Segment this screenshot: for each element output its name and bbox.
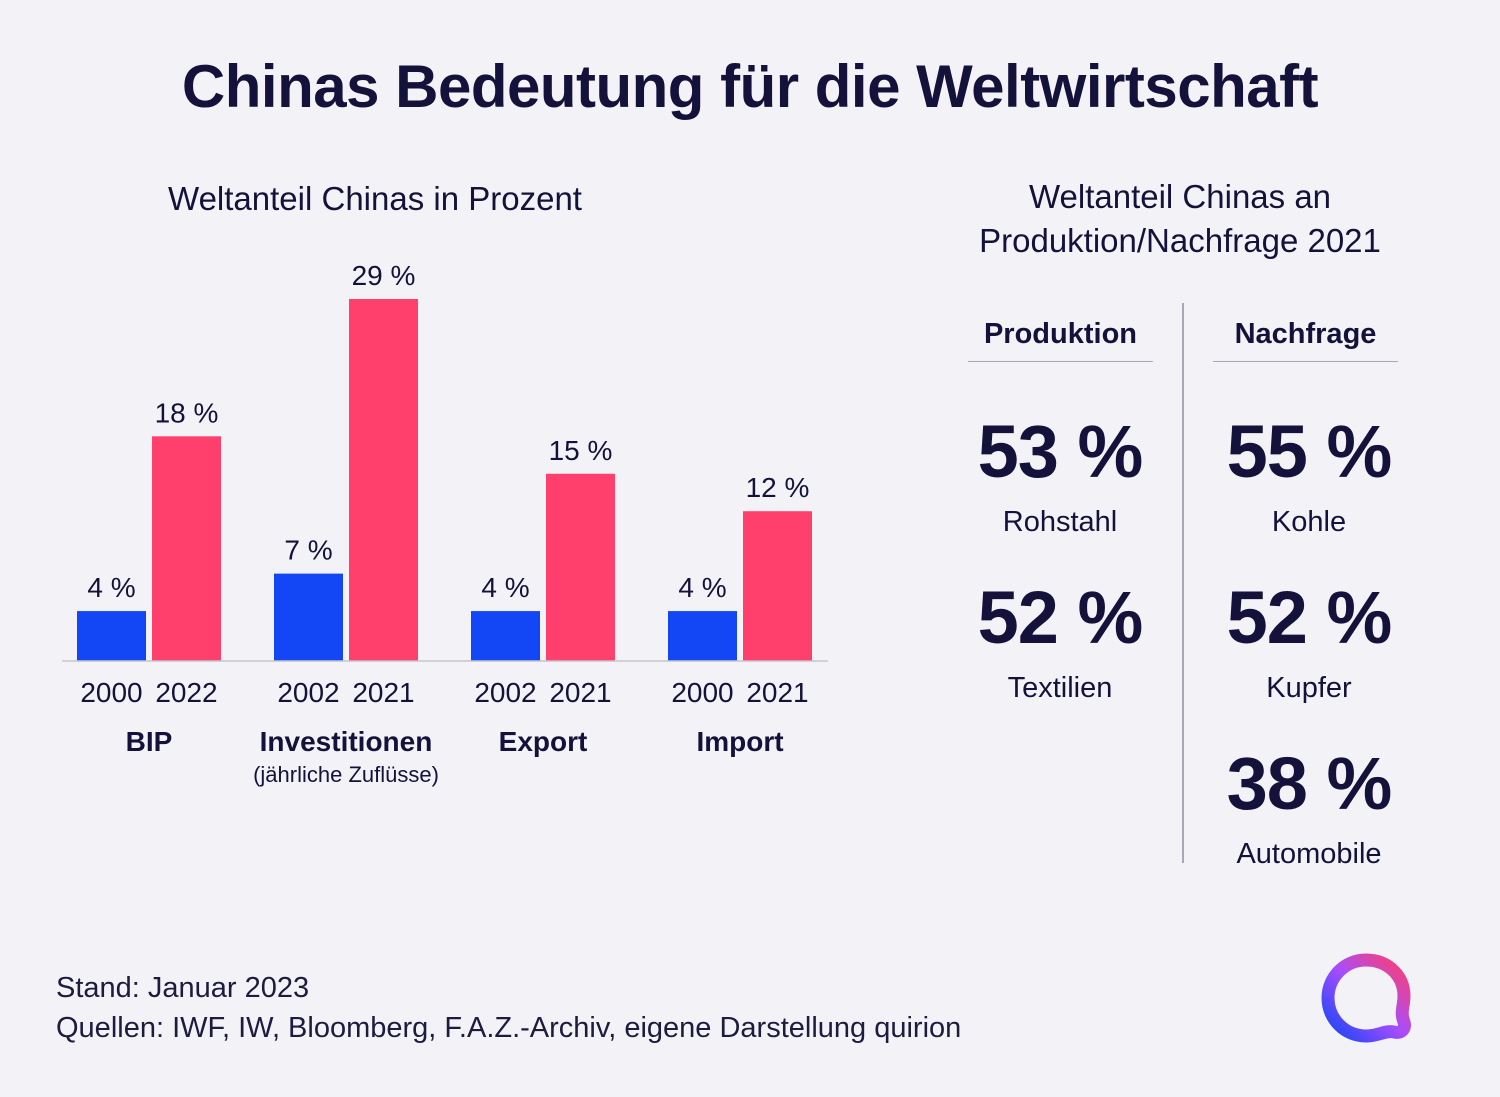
stat-rohstahl: 53 % Rohstahl — [940, 412, 1180, 539]
footer-sources: Quellen: IWF, IW, Bloomberg, F.A.Z.-Arch… — [56, 1012, 962, 1044]
demand-header: Nachfrage — [1213, 318, 1398, 362]
bar — [274, 573, 343, 661]
data-label: 12 % — [746, 472, 810, 503]
footer-stand: Stand: Januar 2023 — [56, 972, 310, 1004]
bar — [546, 473, 615, 661]
stat-value: 38 % — [1226, 742, 1393, 825]
year-label: 2022 — [155, 677, 217, 708]
stat-label: Kohle — [1271, 506, 1347, 538]
data-label: 4 % — [481, 572, 529, 603]
chart-subtitle: Weltanteil Chinas in Prozent — [168, 180, 582, 217]
stat-value: 55 % — [1226, 410, 1393, 493]
stat-value: 52 % — [977, 576, 1144, 659]
main-title: Chinas Bedeutung für die Weltwirtschaft — [181, 53, 1319, 120]
category-sublabel: (jährliche Zuflüsse) — [253, 762, 439, 787]
stat-kupfer: 52 % Kupfer — [1189, 578, 1429, 705]
bar — [471, 611, 540, 661]
year-label: 2000 — [80, 677, 142, 708]
bar — [152, 436, 221, 661]
bar-chart: 4 % 2000 18 % 2022 BIP 7 % 2002 29 % 2021 Investi… — [62, 260, 828, 787]
stat-automobile: 38 % Automobile — [1189, 744, 1429, 871]
year-label: 2021 — [746, 677, 808, 708]
category-label: Investitionen — [260, 726, 433, 757]
year-label: 2000 — [671, 677, 733, 708]
stat-value: 52 % — [1226, 576, 1393, 659]
year-label: 2021 — [549, 677, 611, 708]
quirion-logo-icon — [1321, 953, 1411, 1043]
data-label: 4 % — [678, 572, 726, 603]
bar — [743, 511, 812, 661]
stat-label: Textilien — [1007, 672, 1113, 704]
data-label: 18 % — [155, 397, 219, 428]
right-subtitle-line-1: Weltanteil Chinas an — [1028, 178, 1332, 215]
right-subtitle-line-2: Produktion/Nachfrage 2021 — [979, 222, 1381, 259]
data-label: 15 % — [549, 435, 613, 466]
stat-value: 53 % — [977, 410, 1144, 493]
stat-textilien: 52 % Textilien — [940, 578, 1180, 705]
data-label: 7 % — [284, 535, 332, 566]
stat-label: Kupfer — [1266, 672, 1352, 704]
year-label: 2002 — [474, 677, 536, 708]
production-header: Produktion — [968, 318, 1153, 362]
data-label: 4 % — [87, 572, 135, 603]
right-subtitle: Weltanteil Chinas an Produktion/Nachfrag… — [930, 175, 1430, 263]
column-divider — [1182, 303, 1184, 863]
category-label: Import — [696, 726, 783, 757]
category-label: Export — [499, 726, 588, 757]
data-label: 29 % — [352, 260, 416, 291]
bar — [349, 299, 418, 661]
year-label: 2021 — [352, 677, 414, 708]
bar — [668, 611, 737, 661]
stat-label: Rohstahl — [1002, 506, 1118, 538]
year-label: 2002 — [277, 677, 339, 708]
category-label: BIP — [126, 726, 173, 757]
bar — [77, 611, 146, 661]
stat-kohle: 55 % Kohle — [1189, 412, 1429, 539]
stat-label: Automobile — [1236, 838, 1382, 870]
